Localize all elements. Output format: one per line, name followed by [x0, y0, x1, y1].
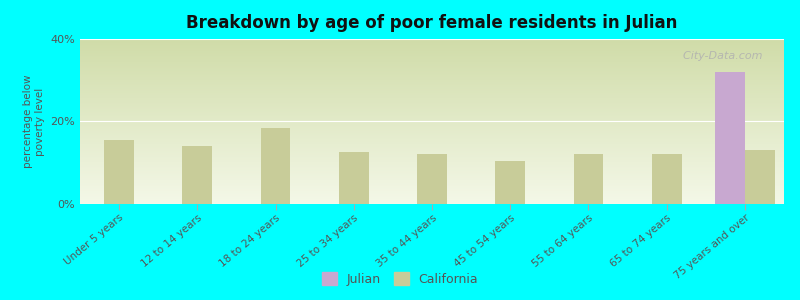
Bar	[715, 72, 745, 204]
Bar	[261, 128, 290, 204]
Title: Breakdown by age of poor female residents in Julian: Breakdown by age of poor female resident…	[186, 14, 678, 32]
Text: City-Data.com: City-Data.com	[676, 50, 763, 61]
Legend: Julian, California: Julian, California	[317, 267, 483, 291]
Bar	[417, 154, 447, 204]
Bar	[574, 154, 603, 204]
Bar	[104, 140, 134, 204]
Bar	[495, 161, 525, 204]
Bar	[745, 150, 774, 204]
Y-axis label: percentage below
poverty level: percentage below poverty level	[23, 75, 45, 168]
Bar	[652, 154, 682, 204]
Bar	[182, 146, 212, 204]
Bar	[339, 152, 369, 204]
